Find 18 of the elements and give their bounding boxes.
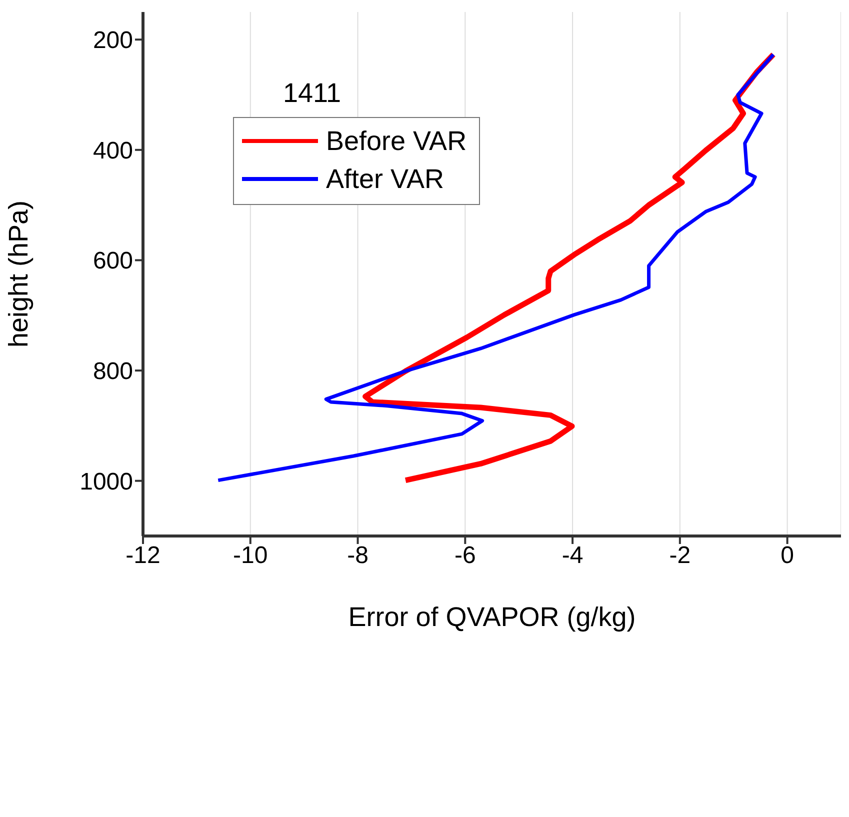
x-tick-label: -6 bbox=[454, 542, 476, 570]
legend-label: Before VAR bbox=[326, 125, 467, 158]
x-tick-label: -8 bbox=[347, 542, 368, 570]
legend-title: 1411 bbox=[283, 78, 342, 109]
y-axis-title: height (hPa) bbox=[4, 200, 34, 348]
y-tick-label: 200 bbox=[92, 27, 133, 54]
y-tick-label: 400 bbox=[92, 137, 133, 164]
x-axis-title: Error of QVAPOR (g/kg) bbox=[348, 602, 636, 632]
x-tick-label: -4 bbox=[562, 542, 584, 570]
x-tick-label: 0 bbox=[780, 542, 794, 570]
line-series bbox=[216, 52, 776, 482]
y-tick-label: 800 bbox=[92, 358, 133, 386]
legend-label: After VAR bbox=[326, 163, 444, 196]
x-tick-label: -12 bbox=[126, 542, 160, 570]
x-tick-label: -10 bbox=[233, 542, 268, 570]
y-tick-label: 1000 bbox=[80, 468, 133, 496]
x-tick-label: -2 bbox=[669, 542, 691, 570]
y-tick-label: 600 bbox=[92, 248, 133, 275]
